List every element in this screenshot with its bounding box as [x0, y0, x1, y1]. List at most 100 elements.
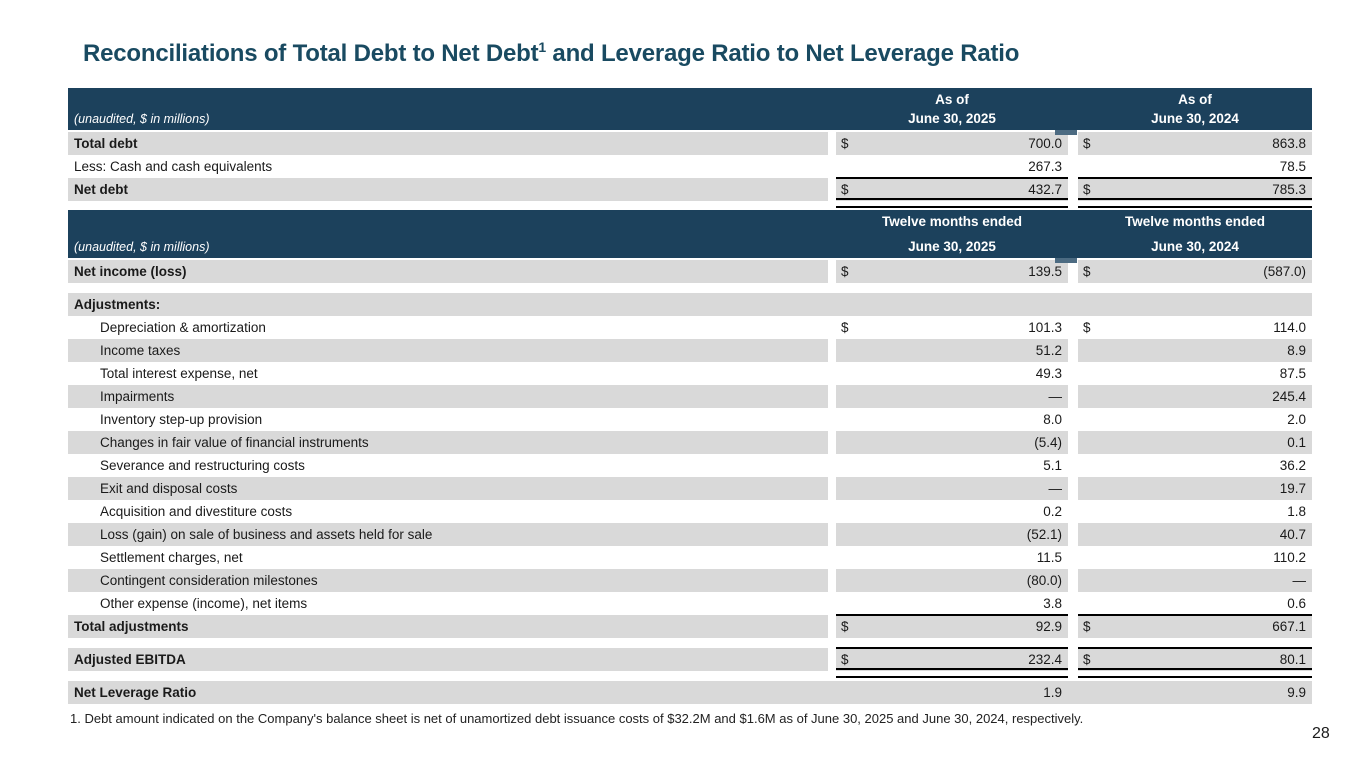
value-2025: 232.4	[1028, 652, 1062, 667]
column-gap	[1068, 569, 1078, 592]
column-gap	[828, 523, 836, 546]
dollar-sign: $	[1083, 652, 1091, 667]
column-gap	[1068, 431, 1078, 454]
value-2024: 36.2	[1279, 458, 1306, 473]
column-gap	[1068, 293, 1078, 316]
value-cell-2024: $114.0	[1078, 316, 1312, 339]
value-cell-2025: 5.1	[836, 454, 1068, 477]
ebitda-table-body: Net income (loss) $139.5 $ (587.0) Adjustmen…	[68, 258, 1312, 704]
row-label: Adjusted EBITDA	[68, 648, 828, 671]
column-gap	[1068, 648, 1078, 671]
value-2024: 19.7	[1279, 481, 1306, 496]
value-2024: (587.0)	[1263, 264, 1306, 279]
table-row: Changes in fair value of financial instr…	[68, 431, 1312, 454]
column-gap	[828, 592, 836, 615]
value-2024: 0.6	[1287, 596, 1306, 611]
column-gap	[828, 260, 836, 283]
value-2024: 2.0	[1287, 412, 1306, 427]
value-2025: 11.5	[1036, 550, 1062, 565]
ebitda-table-header: (unaudited, $ in millions) Twelve months…	[68, 210, 1312, 263]
dollar-sign: $	[841, 182, 849, 197]
row-label: Net Leverage Ratio	[68, 681, 828, 704]
value-2024: 8.9	[1287, 343, 1306, 358]
column-gap	[828, 408, 836, 431]
value-cell-2024: $667.1	[1078, 614, 1312, 638]
row-label: Contingent consideration milestones	[68, 569, 828, 592]
value-cell-2025: 0.2	[836, 500, 1068, 523]
value-cell-2024	[1078, 293, 1312, 316]
page-number: 28	[1312, 725, 1330, 742]
value-cell-2024: $ (587.0)	[1078, 260, 1312, 283]
column-gap	[828, 316, 836, 339]
dollar-sign: $	[1083, 619, 1091, 634]
row-label: Adjustments:	[68, 293, 828, 316]
column-gap	[828, 155, 836, 178]
value-cell-2025: —	[836, 477, 1068, 500]
value-cell-2025: $232.4	[836, 647, 1068, 678]
column-gap	[828, 431, 836, 454]
value-2025: 267.3	[1028, 159, 1062, 174]
value-cell-2024: 0.1	[1078, 431, 1312, 454]
row-label: Settlement charges, net	[100, 550, 243, 565]
value-cell-2025: $700.0	[836, 132, 1068, 155]
value-2024: 110.2	[1273, 550, 1306, 565]
column-header-2024: As of June 30, 2024	[1078, 88, 1312, 130]
value-cell-2024: —	[1078, 569, 1312, 592]
column-gap	[828, 615, 836, 638]
value-cell-2025: $139.5	[836, 260, 1068, 283]
value-2025: 5.1	[1043, 458, 1062, 473]
table-row: Net income (loss) $139.5 $ (587.0)	[68, 260, 1312, 283]
table-row: Contingent consideration milestones (80.0…	[68, 569, 1312, 592]
column-gap	[1068, 260, 1078, 283]
value-cell-2024: 245.4	[1078, 385, 1312, 408]
value-2025: (5.4)	[1034, 435, 1062, 450]
column-gap	[828, 500, 836, 523]
value-cell-2025: (80.0)	[836, 569, 1068, 592]
value-cell-2025: —	[836, 385, 1068, 408]
value-cell-2024: 2.0	[1078, 408, 1312, 431]
value-cell-2025: (52.1)	[836, 523, 1068, 546]
footnote: 1. Debt amount indicated on the Company'…	[70, 711, 1084, 726]
debt-reconciliation-table: (unaudited, $ in millions) As of June 30…	[68, 88, 1312, 208]
value-2024: 667.1	[1272, 619, 1306, 634]
row-label: Total interest expense, net	[100, 366, 258, 381]
dollar-sign: $	[1083, 136, 1091, 151]
value-cell-2024: 36.2	[1078, 454, 1312, 477]
column-gap	[1068, 408, 1078, 431]
column-header-2025: As of June 30, 2025	[836, 88, 1068, 130]
value-cell-2025: 1.9	[836, 681, 1068, 704]
unaudited-label: (unaudited, $ in millions)	[74, 112, 210, 126]
column-gap	[1068, 339, 1078, 362]
column-gap	[828, 569, 836, 592]
column-gap	[1068, 178, 1078, 201]
value-cell-2024: 78.5	[1078, 155, 1312, 178]
dollar-sign: $	[1083, 264, 1091, 279]
title-text-suffix: and Leverage Ratio to Net Leverage Ratio	[545, 40, 1020, 67]
value-2024: —	[1292, 573, 1307, 588]
value-2025: 49.3	[1035, 366, 1062, 381]
table-row: Net debt $432.7 $785.3	[68, 177, 1312, 208]
value-cell-2024: $785.3	[1078, 177, 1312, 208]
column-header-line2: June 30, 2024	[1151, 110, 1239, 126]
value-2025: 432.7	[1028, 182, 1062, 197]
row-label: Inventory step-up provision	[100, 412, 263, 427]
debt-table-header: (unaudited, $ in millions) As of June 30…	[68, 88, 1312, 135]
table-row: Less: Cash and cash equivalents 267.3 78.5	[68, 155, 1312, 178]
row-label: Changes in fair value of financial instr…	[68, 431, 828, 454]
value-cell-2025: $101.3	[836, 316, 1068, 339]
column-header-line1: As of	[1178, 92, 1212, 107]
value-2025: 3.8	[1043, 596, 1062, 611]
value-2024: 9.9	[1287, 685, 1306, 700]
column-divider-notch	[1055, 130, 1077, 135]
value-2024: 40.7	[1279, 527, 1306, 542]
column-header-line1: Twelve months ended	[1124, 214, 1266, 229]
column-header-line1: Twelve months ended	[881, 214, 1023, 229]
value-cell-2024: 40.7	[1078, 523, 1312, 546]
column-divider-notch	[1055, 258, 1077, 263]
row-label: Net debt	[68, 178, 828, 201]
table-row: Total adjustments $92.9 $667.1	[68, 614, 1312, 638]
dollar-sign: $	[841, 136, 849, 151]
table-row: Total debt $700.0 $863.8	[68, 132, 1312, 155]
title-text: Reconciliations of Total Debt to Net Deb…	[83, 40, 539, 67]
value-2024: 114.0	[1273, 320, 1306, 335]
